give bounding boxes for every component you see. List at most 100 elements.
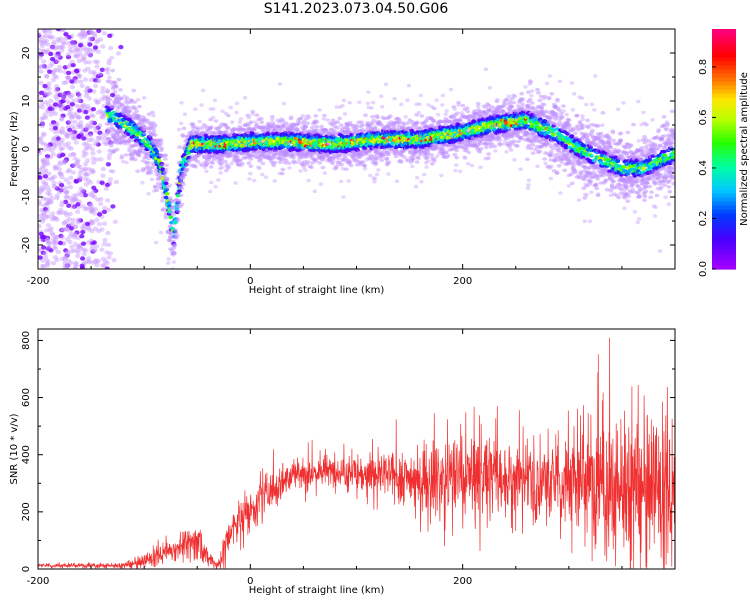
spectrogram-cell: [338, 123, 344, 127]
spectrogram-cell: [95, 259, 102, 264]
spectrogram-cell: [74, 47, 81, 52]
spectrogram-cell: [80, 241, 87, 246]
spectrogram-cell: [47, 241, 53, 246]
spectrogram-cell: [81, 189, 87, 194]
spectrogram-cell: [91, 69, 97, 75]
spectrogram-cell: [57, 162, 63, 167]
spectrogram-cell: [38, 104, 41, 110]
spectrogram-cell: [39, 165, 46, 171]
spectrogram-cell: [59, 105, 65, 111]
spectrogram-cell: [41, 203, 47, 208]
spectrogram-cell: [530, 89, 535, 93]
spectrogram-cell: [38, 80, 44, 86]
spectrogram-cell: [456, 103, 461, 107]
spectrogram-cell: [41, 38, 47, 44]
spectrogram-cell: [154, 188, 160, 193]
spectrogram-cell: [113, 85, 119, 89]
spectrogram-cell: [42, 93, 48, 98]
spectrogram-cell: [69, 226, 75, 231]
spectrogram-cell: [121, 159, 126, 164]
spectrogram-cell: [85, 47, 91, 52]
spectrogram-cell: [213, 119, 219, 123]
spectrogram-cell: [95, 49, 101, 54]
spectrogram-cell: [69, 114, 75, 120]
spectrogram-cell: [263, 175, 269, 179]
spectrogram-cell: [64, 253, 70, 258]
spectrogram-cell: [164, 192, 170, 196]
spectrogram-cell: [160, 163, 165, 167]
spectrogram-cell: [92, 31, 98, 36]
spectrogram-cell: [66, 180, 72, 185]
spectrogram-cell: [200, 88, 206, 93]
spectrogram-cell: [85, 145, 91, 150]
spectrogram-cell: [50, 261, 57, 266]
spectrogram-cell: [209, 125, 214, 129]
spectrogram-cell: [81, 136, 87, 141]
spectrogram-cell: [372, 125, 378, 129]
spectrogram-cell: [53, 75, 60, 80]
spectrogram-cell: [272, 160, 278, 165]
spectrogram-cell: [84, 126, 90, 131]
spectrogram-cell: [98, 157, 104, 162]
spectrogram-cell: [108, 45, 114, 51]
spectrogram-cell: [67, 195, 73, 201]
spectrogram-cell: [59, 126, 65, 131]
spectrogram-cell: [83, 109, 89, 115]
spectrogram-cell: [41, 216, 47, 221]
spectrogram-cell: [60, 210, 66, 215]
spectrogram-cell: [374, 172, 380, 177]
spectrogram-cell: [86, 167, 92, 172]
spectrogram-cell: [142, 96, 147, 100]
spectrogram-cell: [100, 115, 106, 120]
spectrogram-cell: [512, 94, 518, 99]
spectrogram-cell: [133, 124, 139, 129]
spectrogram-cell: [529, 93, 534, 98]
spectrogram-cell: [89, 193, 96, 198]
spectrogram-cell: [87, 52, 94, 58]
spectrogram-cell: [73, 224, 79, 229]
spectrogram-cell: [234, 101, 240, 106]
spectrogram-cell: [127, 109, 133, 113]
spectrogram-cell: [74, 48, 80, 54]
spectrogram-cell: [83, 176, 89, 182]
spectrogram-cell: [363, 113, 368, 117]
spectrogram-cell: [96, 222, 102, 227]
spectrogram-cell: [135, 169, 141, 173]
spectrogram-cell: [86, 50, 92, 56]
spectrogram-cell: [40, 141, 46, 146]
spectrogram-cell: [69, 115, 75, 120]
spectrogram-cell: [59, 116, 65, 121]
spectrogram-cell: [72, 76, 78, 81]
spectrogram-cell: [131, 88, 137, 93]
spectrogram-cell: [452, 107, 457, 111]
spectrogram-cell: [40, 264, 46, 269]
spectrogram-cell: [509, 104, 515, 109]
spectrogram-cell: [52, 255, 58, 260]
spectrogram-cell: [90, 260, 96, 265]
spectrogram-cell: [79, 225, 86, 230]
spectrogram-cell: [85, 86, 91, 91]
spectrogram-cell: [234, 110, 239, 115]
spectrogram-cell: [112, 80, 118, 85]
spectrogram-cell: [59, 174, 65, 180]
spectrogram-cell: [99, 111, 106, 116]
spectrogram-cell: [38, 213, 44, 218]
spectrogram-cell: [425, 155, 430, 160]
spectrogram-cell: [67, 127, 73, 133]
spectrogram-cell: [41, 212, 47, 218]
spectrogram-cell: [314, 124, 320, 129]
spectrogram-cell: [530, 151, 536, 155]
spectrogram-cell: [98, 197, 104, 202]
spectrogram-cell: [57, 171, 63, 176]
spectrogram-cell: [85, 259, 91, 264]
spectrogram-cell: [58, 99, 64, 105]
spectrogram-cell: [71, 136, 77, 141]
spectrogram-cell: [126, 132, 131, 136]
spectrogram-cell: [218, 171, 223, 175]
spectrogram-cell: [66, 35, 72, 40]
spectrogram-cell: [44, 50, 50, 55]
spectrogram-cell: [44, 160, 50, 165]
spectrogram-cell: [38, 64, 42, 70]
spectrogram-cell: [51, 240, 57, 245]
spectrogram-cell: [248, 120, 254, 124]
